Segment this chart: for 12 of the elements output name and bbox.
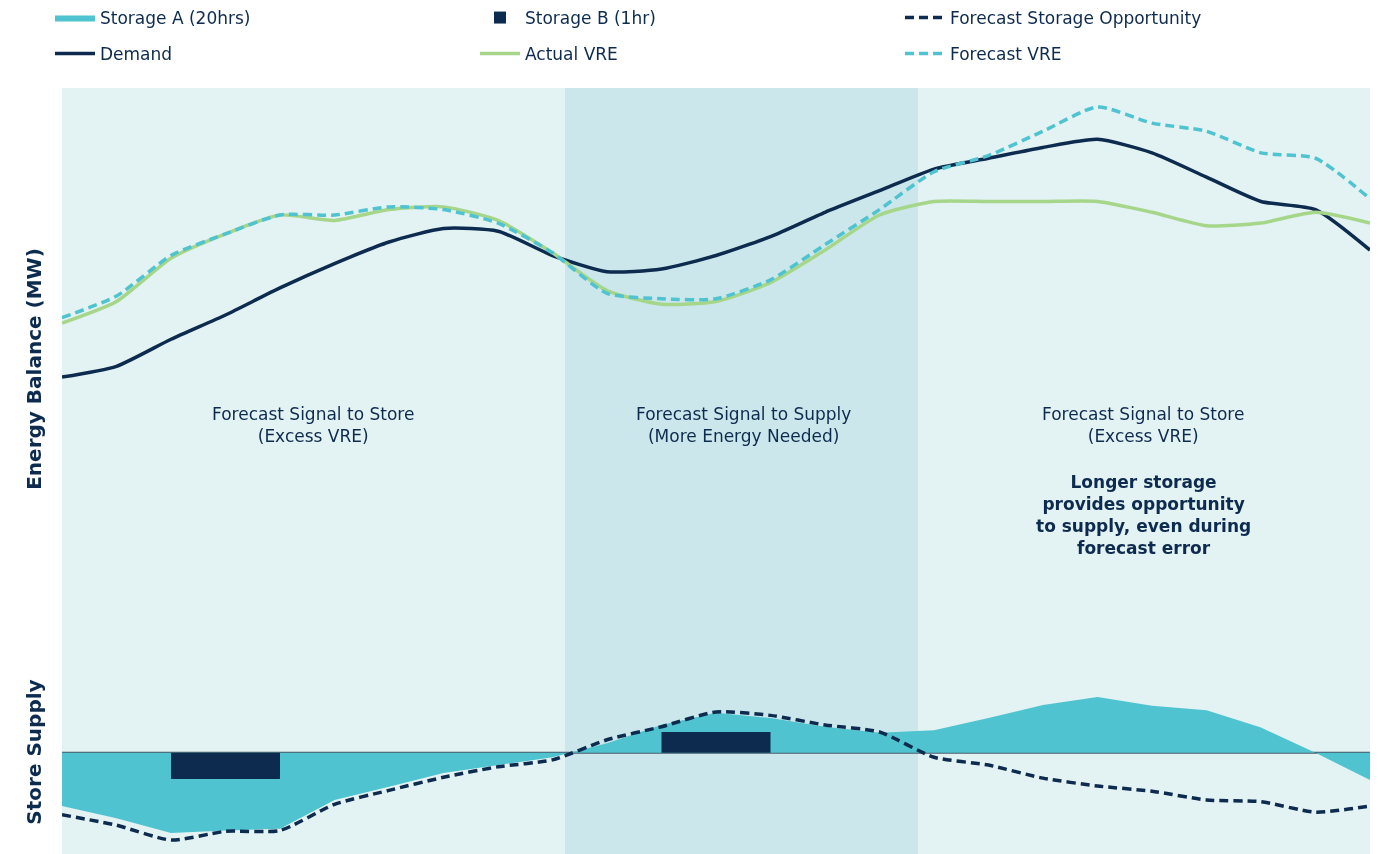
y-axis-title: Energy Balance (MW) bbox=[21, 248, 46, 490]
legend-label: Storage A (20hrs) bbox=[100, 8, 251, 29]
legend-label: Actual VRE bbox=[525, 44, 618, 65]
legend-label: Forecast Storage Opportunity bbox=[950, 8, 1202, 29]
legend-label: Storage B (1hr) bbox=[525, 8, 656, 29]
legend-label: Forecast VRE bbox=[950, 44, 1062, 65]
text: Forecast Signal to Supply (More Energy Needed) bbox=[636, 404, 852, 447]
text: Forecast Signal to Store (Excess VRE) bbox=[212, 404, 415, 447]
text: Forecast Signal to Store (Excess VRE) bbox=[1042, 404, 1245, 447]
text: Longer storage provides opportunity to supply, even during forecast error bbox=[1036, 472, 1252, 559]
y-axis-title: Store Supply bbox=[21, 679, 46, 825]
legend-label: Demand bbox=[100, 44, 173, 65]
